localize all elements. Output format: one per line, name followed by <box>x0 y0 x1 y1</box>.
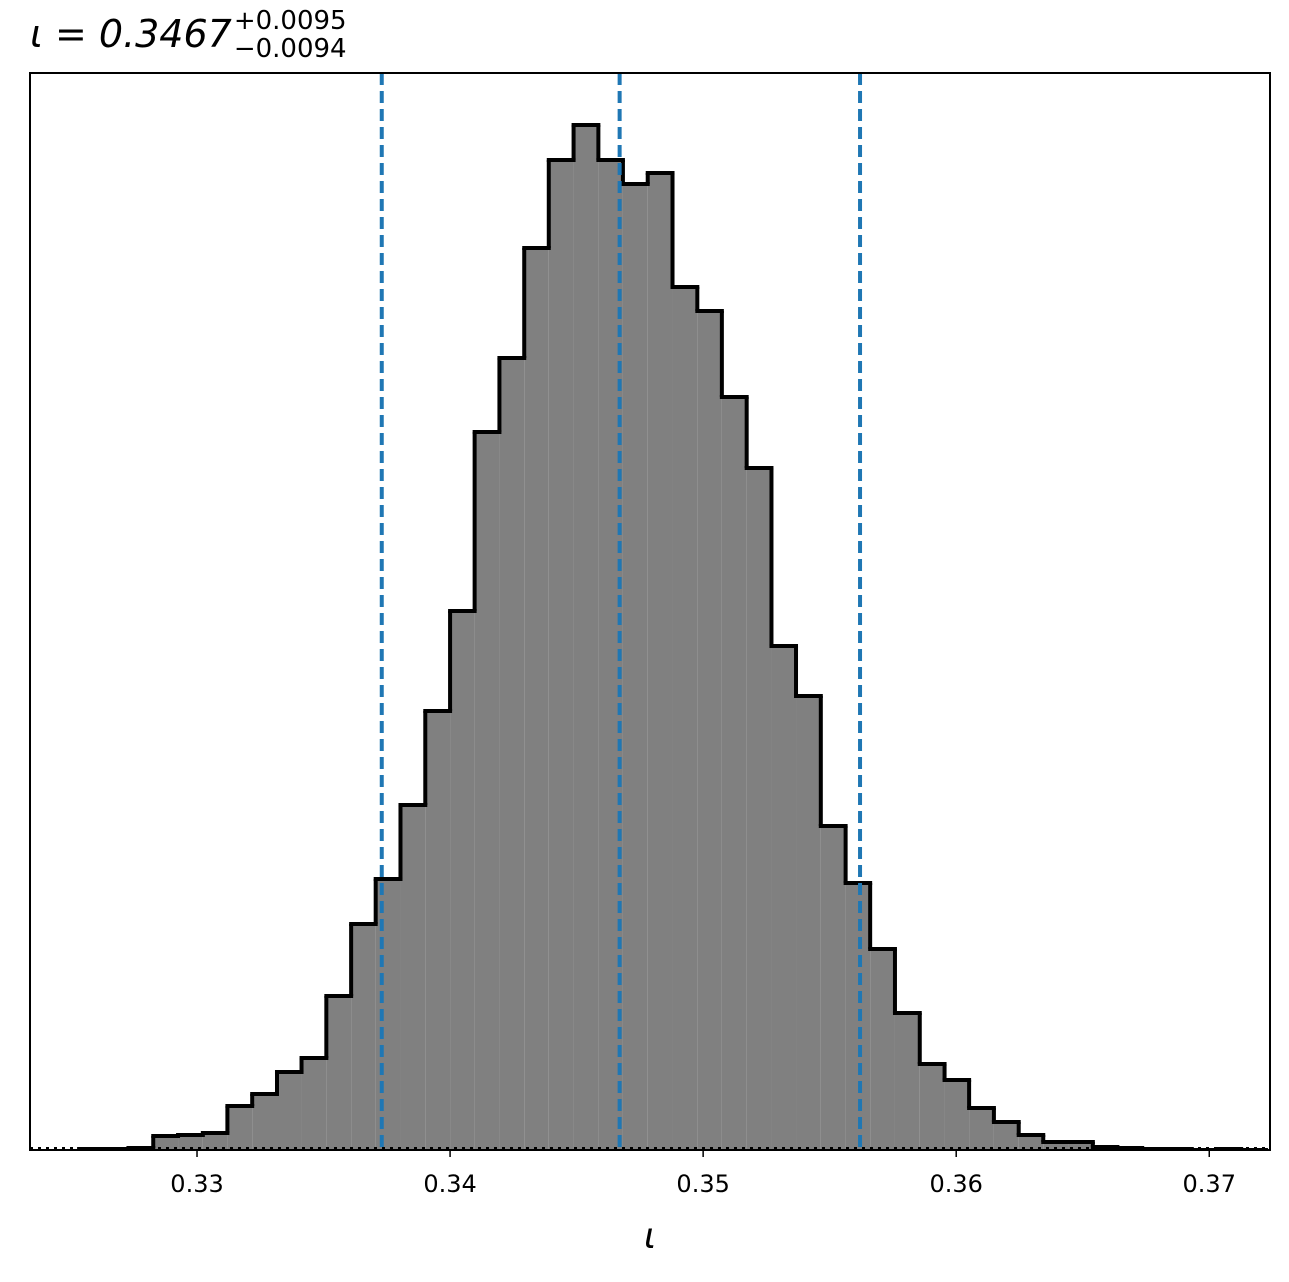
bar <box>400 805 426 1150</box>
bar <box>351 924 376 1150</box>
bar <box>647 173 673 1150</box>
bar <box>1018 1135 1044 1150</box>
bar <box>672 287 698 1150</box>
axes-frame <box>29 72 1271 1151</box>
plot-area <box>30 73 1270 1150</box>
chart-title: ι = 0.3467 <box>30 12 232 56</box>
x-tick-label: 0.36 <box>929 1170 982 1198</box>
bar <box>252 1094 277 1150</box>
x-tick-label: 0.33 <box>170 1170 223 1198</box>
bar <box>697 311 722 1150</box>
bar <box>178 1135 203 1150</box>
bar <box>721 397 747 1150</box>
bar <box>1068 1142 1093 1150</box>
bar <box>944 1080 970 1150</box>
bar <box>227 1106 253 1150</box>
x-axis-label: ι <box>644 1216 656 1257</box>
bar <box>746 468 772 1150</box>
bar <box>276 1072 302 1150</box>
x-tick-label: 0.35 <box>676 1170 729 1198</box>
x-tick-label: 0.37 <box>1183 1170 1236 1198</box>
bar <box>301 1058 327 1150</box>
bar <box>450 611 475 1150</box>
bar <box>153 1136 179 1150</box>
bar <box>969 1108 994 1150</box>
bar <box>202 1133 228 1150</box>
bar <box>771 646 797 1150</box>
bar <box>796 696 821 1150</box>
bar <box>499 358 525 1150</box>
bar <box>993 1122 1019 1150</box>
title-upper: +0.0095 <box>234 6 347 36</box>
bar <box>845 883 871 1150</box>
bar <box>820 826 846 1150</box>
title-main: ι = 0.3467 <box>30 12 232 56</box>
bar <box>326 996 352 1150</box>
bar <box>894 1013 920 1150</box>
bar <box>1043 1142 1069 1150</box>
bar <box>548 160 574 1150</box>
bar <box>573 125 599 1150</box>
bar <box>919 1064 945 1150</box>
bar <box>474 432 500 1150</box>
bar <box>870 949 895 1150</box>
title-lower: −0.0094 <box>234 34 347 64</box>
bar <box>375 879 401 1150</box>
bar <box>622 184 648 1150</box>
bar <box>425 711 451 1150</box>
x-tick-label: 0.34 <box>423 1170 476 1198</box>
bar <box>524 248 549 1150</box>
